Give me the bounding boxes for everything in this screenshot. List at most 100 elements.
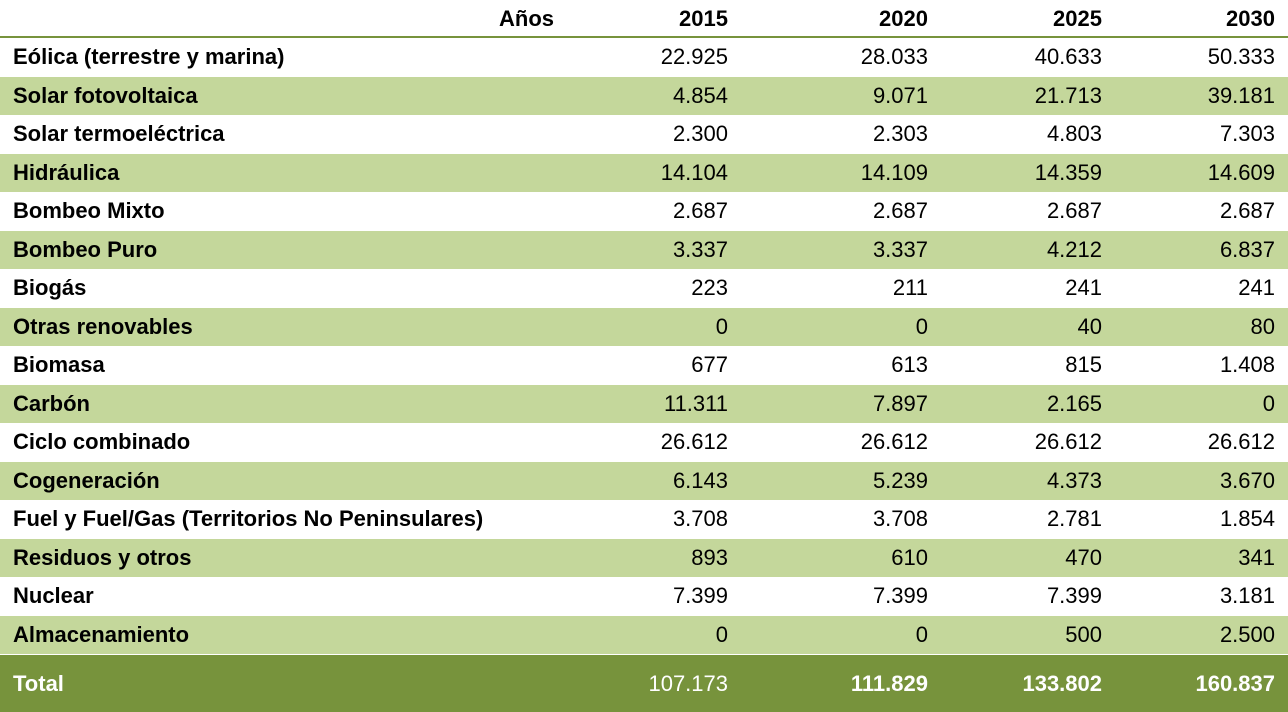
header-year-2030: 2030 — [1226, 6, 1275, 31]
cell-2025: 2.165 — [1046, 390, 1102, 416]
row-label: Biomasa — [13, 352, 105, 377]
row-label: Biogás — [13, 275, 87, 300]
cell-2020: 211 — [892, 275, 928, 300]
row-label: Otras renovables — [13, 313, 193, 339]
cell-2020: 610 — [891, 544, 928, 570]
cell-2020: 7.897 — [872, 390, 928, 416]
table-row: Bombeo Mixto 2.687 2.687 2.687 2.687 — [0, 192, 1288, 231]
total-2020: 111.829 — [850, 671, 928, 696]
header-year-2025: 2025 — [1053, 6, 1102, 31]
cell-2015: 4.854 — [672, 82, 728, 108]
years-header-label: Años — [499, 6, 554, 31]
cell-2025: 7.399 — [1046, 583, 1102, 608]
row-label: Solar termoeléctrica — [13, 121, 225, 146]
cell-2020: 26.612 — [860, 429, 928, 454]
cell-2015: 3.708 — [672, 506, 728, 531]
cell-2030: 26.612 — [1207, 429, 1275, 454]
row-label: Bombeo Mixto — [13, 198, 165, 223]
cell-2025: 500 — [1065, 621, 1102, 647]
cell-2030: 241 — [1238, 275, 1275, 300]
cell-2030: 1.854 — [1219, 506, 1275, 531]
cell-2015: 2.300 — [672, 121, 728, 146]
total-2015: 107.173 — [648, 671, 728, 696]
cell-2025: 470 — [1065, 544, 1102, 570]
row-label: Fuel y Fuel/Gas (Territorios No Peninsul… — [13, 506, 484, 531]
cell-2020: 7.399 — [872, 583, 928, 608]
cell-2020: 3.708 — [872, 506, 928, 531]
cell-2020: 9.071 — [872, 82, 928, 108]
cell-2025: 815 — [1065, 352, 1102, 377]
cell-2015: 7.399 — [672, 583, 728, 608]
cell-2025: 2.781 — [1046, 506, 1102, 531]
cell-2030: 2.687 — [1219, 198, 1275, 223]
cell-2025: 26.612 — [1034, 429, 1102, 454]
row-label: Solar fotovoltaica — [13, 82, 198, 108]
row-label: Hidráulica — [13, 159, 120, 185]
row-label: Nuclear — [13, 583, 94, 608]
cell-2030: 1.408 — [1219, 352, 1275, 377]
cell-2015: 0 — [715, 621, 728, 647]
cell-2020: 28.033 — [860, 44, 928, 69]
cell-2015: 893 — [691, 544, 728, 570]
cell-2015: 11.311 — [663, 390, 728, 416]
cell-2020: 2.303 — [872, 121, 928, 146]
total-label: Total — [13, 671, 64, 696]
cell-2020: 0 — [915, 621, 928, 647]
cell-2015: 3.337 — [672, 236, 728, 262]
cell-2020: 2.687 — [872, 198, 928, 223]
table-row: Otras renovables 0 0 40 80 — [0, 307, 1288, 346]
table-row: Ciclo combinado 26.612 26.612 26.612 26.… — [0, 423, 1288, 462]
total-2030: 160.837 — [1195, 671, 1275, 696]
cell-2025: 21.713 — [1034, 82, 1102, 108]
cell-2030: 80 — [1250, 313, 1275, 339]
cell-2020: 3.337 — [872, 236, 928, 262]
total-2025: 133.802 — [1022, 671, 1102, 696]
row-label: Ciclo combinado — [13, 429, 191, 454]
table-row: Almacenamiento 0 0 500 2.500 — [0, 615, 1288, 654]
cell-2025: 4.212 — [1046, 236, 1102, 262]
cell-2025: 4.803 — [1046, 121, 1102, 146]
row-label: Eólica (terrestre y marina) — [13, 44, 285, 69]
table-row: Eólica (terrestre y marina) 22.925 28.03… — [0, 38, 1288, 77]
header-year-2020: 2020 — [879, 6, 928, 31]
cell-2030: 2.500 — [1219, 621, 1275, 647]
total-row: Total 107.173 111.829 133.802 160.837 — [0, 655, 1288, 712]
table-row: Cogeneración 6.143 5.239 4.373 3.670 — [0, 461, 1288, 500]
cell-2025: 40.633 — [1034, 44, 1102, 69]
table-row: Solar termoeléctrica 2.300 2.303 4.803 7… — [0, 115, 1288, 154]
cell-2020: 14.109 — [860, 159, 928, 185]
table-row: Carbón 11.311 7.897 2.165 0 — [0, 384, 1288, 423]
cell-2015: 22.925 — [660, 44, 728, 69]
cell-2030: 341 — [1238, 544, 1275, 570]
row-label: Carbón — [13, 390, 90, 416]
cell-2030: 14.609 — [1207, 159, 1275, 185]
cell-2025: 40 — [1077, 313, 1102, 339]
row-label: Residuos y otros — [13, 544, 192, 570]
cell-2025: 241 — [1065, 275, 1102, 300]
table-row: Hidráulica 14.104 14.109 14.359 14.609 — [0, 153, 1288, 192]
cell-2015: 2.687 — [672, 198, 728, 223]
table-row: Biomasa 677 613 815 1.408 — [0, 346, 1288, 385]
row-label: Bombeo Puro — [13, 236, 158, 262]
table-row: Solar fotovoltaica 4.854 9.071 21.713 39… — [0, 76, 1288, 115]
header-row: Años 2015 2020 2025 2030 — [0, 0, 1288, 38]
table-row: Residuos y otros 893 610 470 341 — [0, 538, 1288, 577]
cell-2015: 677 — [691, 352, 728, 377]
cell-2025: 14.359 — [1034, 159, 1102, 185]
cell-2015: 14.104 — [660, 159, 728, 185]
cell-2015: 6.143 — [672, 467, 728, 493]
cell-2025: 2.687 — [1046, 198, 1102, 223]
header-year-2015: 2015 — [679, 6, 728, 31]
cell-2020: 0 — [915, 313, 928, 339]
row-label: Cogeneración — [13, 467, 160, 493]
cell-2015: 26.612 — [660, 429, 728, 454]
table-row: Nuclear 7.399 7.399 7.399 3.181 — [0, 577, 1288, 616]
cell-2020: 5.239 — [872, 467, 928, 493]
cell-2030: 39.181 — [1207, 82, 1275, 108]
cell-2015: 0 — [715, 313, 728, 339]
cell-2025: 4.373 — [1046, 467, 1102, 493]
cell-2030: 7.303 — [1219, 121, 1275, 146]
cell-2015: 223 — [691, 275, 728, 300]
row-label: Almacenamiento — [13, 621, 190, 647]
